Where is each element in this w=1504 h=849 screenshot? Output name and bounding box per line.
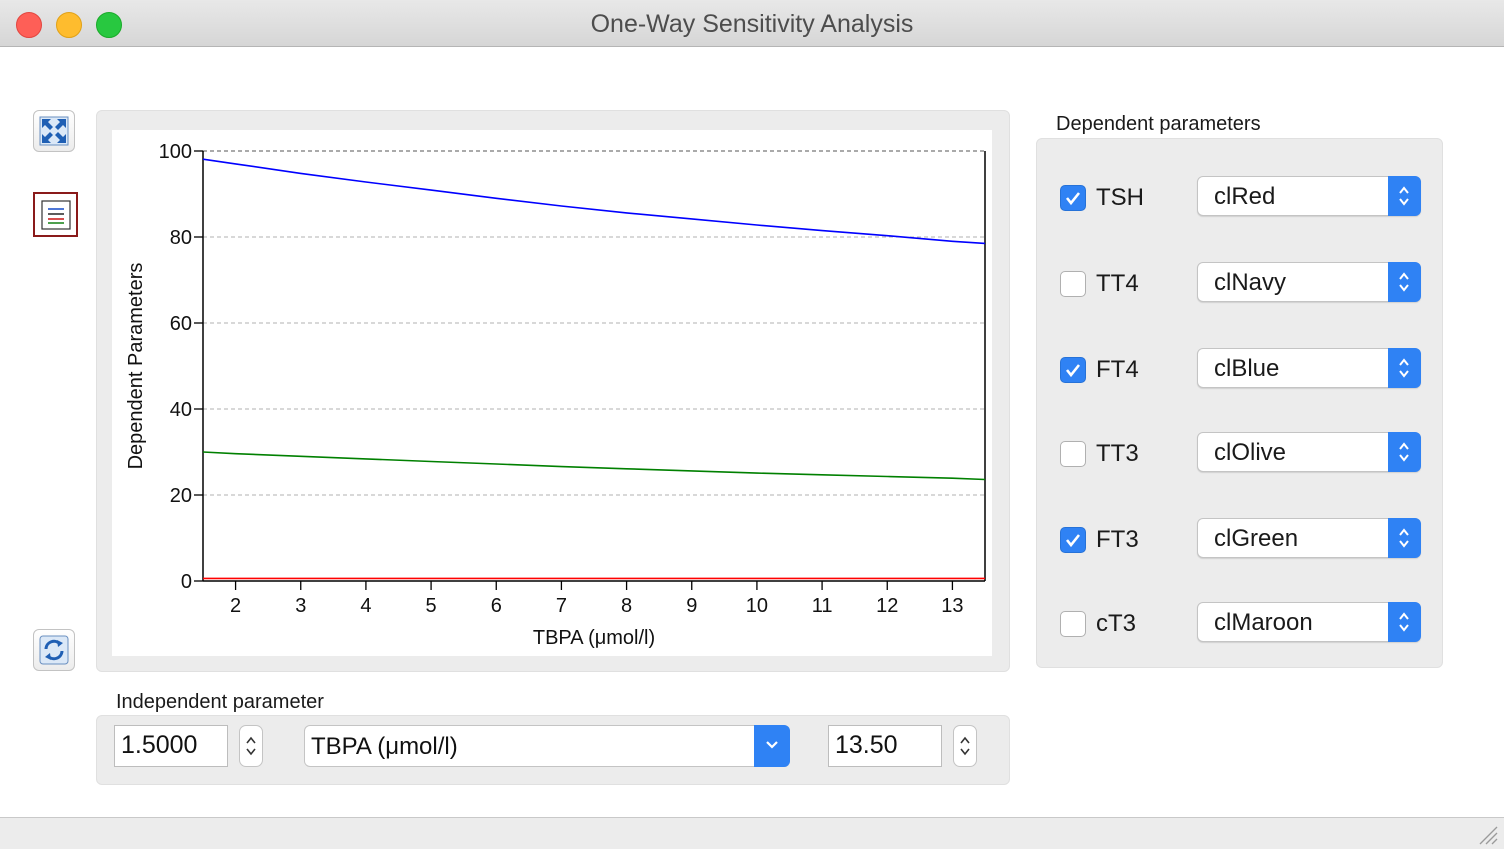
- up-down-chevron-icon: [1399, 528, 1409, 548]
- resize-grip-icon[interactable]: [1476, 823, 1498, 845]
- up-down-chevron-icon: [1399, 358, 1409, 378]
- x-tick-label: 11: [812, 595, 833, 617]
- popup-arrow[interactable]: [1388, 432, 1421, 472]
- checkmark-icon: [1065, 364, 1081, 378]
- up-down-chevron-icon: [1399, 272, 1409, 292]
- stepper-arrows-icon: [960, 736, 970, 756]
- min-value-stepper[interactable]: [239, 725, 263, 767]
- label-tt3: TT3: [1096, 440, 1139, 467]
- color-select-tsh[interactable]: clRed: [1197, 176, 1421, 216]
- checkbox-ft3[interactable]: [1060, 527, 1086, 553]
- label-ct3: cT3: [1096, 610, 1137, 637]
- max-value-stepper[interactable]: [953, 725, 977, 767]
- label-ft3: FT3: [1096, 526, 1139, 553]
- x-tick-label: 13: [941, 595, 963, 617]
- independent-parameter-value: TBPA (μmol/l): [311, 733, 458, 760]
- zoom-button[interactable]: [96, 12, 122, 38]
- label-ft4: FT4: [1096, 356, 1139, 383]
- min-value-field[interactable]: 1.5000: [114, 725, 228, 767]
- color-select-value: clBlue: [1214, 355, 1280, 382]
- y-axis-label: Dependent Parameters: [125, 263, 147, 470]
- color-select-ft4[interactable]: clBlue: [1197, 348, 1421, 388]
- x-tick-label: 6: [491, 595, 502, 617]
- x-tick-label: 12: [876, 595, 898, 617]
- x-tick-label: 10: [746, 595, 768, 617]
- y-tick-label: 20: [170, 485, 192, 507]
- x-tick-label: 4: [360, 595, 371, 617]
- color-select-ct3[interactable]: clMaroon: [1197, 602, 1421, 642]
- x-tick-label: 3: [295, 595, 306, 617]
- color-select-value: clMaroon: [1214, 609, 1313, 636]
- popup-arrow[interactable]: [1388, 262, 1421, 302]
- color-select-value: clOlive: [1214, 439, 1287, 466]
- y-tick-label: 60: [170, 313, 192, 335]
- x-tick-label: 9: [686, 595, 697, 617]
- x-axis-label: TBPA (μmol/l): [533, 627, 655, 649]
- reset-button[interactable]: [33, 629, 75, 671]
- color-select-value: clRed: [1214, 183, 1276, 210]
- close-button[interactable]: [16, 12, 42, 38]
- x-tick-label: 7: [556, 595, 567, 617]
- title-bar: One-Way Sensitivity Analysis: [0, 0, 1504, 47]
- independent-parameter-select[interactable]: TBPA (μmol/l): [304, 725, 790, 767]
- independent-parameter-label: Independent parameter: [116, 691, 324, 713]
- sensitivity-chart: 0 20 40 60 80 100 2 3 4 5 6 7 8 9 10 11 12 13 TBPA (μmol/l…: [125, 141, 986, 649]
- label-tsh: TSH: [1096, 184, 1144, 211]
- x-tick-label: 2: [230, 595, 241, 617]
- max-value-field[interactable]: 13.50: [828, 725, 942, 767]
- up-down-chevron-icon: [1399, 186, 1409, 206]
- combo-arrow[interactable]: [754, 725, 790, 767]
- minimize-button[interactable]: [56, 12, 82, 38]
- color-select-value: clNavy: [1214, 269, 1287, 296]
- checkmark-icon: [1065, 534, 1081, 548]
- y-tick-label: 80: [170, 227, 192, 249]
- checkbox-tt3[interactable]: [1060, 441, 1086, 467]
- popup-arrow[interactable]: [1388, 348, 1421, 388]
- color-select-ft3[interactable]: clGreen: [1197, 518, 1421, 558]
- fullscreen-arrows-icon: [39, 116, 69, 146]
- label-tt4: TT4: [1096, 270, 1139, 297]
- checkbox-tt4[interactable]: [1060, 271, 1086, 297]
- chevron-down-icon: [766, 741, 778, 749]
- up-down-chevron-icon: [1399, 612, 1409, 632]
- popup-arrow[interactable]: [1388, 602, 1421, 642]
- y-tick-label: 100: [159, 141, 192, 163]
- series-line-1: [202, 451, 986, 481]
- dependent-parameters-panel: [1036, 138, 1443, 668]
- checkbox-tsh[interactable]: [1060, 185, 1086, 211]
- popup-arrow[interactable]: [1388, 518, 1421, 558]
- series-line-0: [202, 158, 986, 245]
- dependent-parameters-label: Dependent parameters: [1056, 113, 1261, 135]
- x-tick-label: 8: [621, 595, 632, 617]
- y-tick-label: 0: [181, 571, 192, 593]
- legend-button[interactable]: [33, 192, 78, 237]
- checkbox-ct3[interactable]: [1060, 611, 1086, 637]
- fullscreen-button[interactable]: [33, 110, 75, 152]
- color-select-value: clGreen: [1214, 525, 1299, 552]
- popup-arrow[interactable]: [1388, 176, 1421, 216]
- up-down-chevron-icon: [1399, 442, 1409, 462]
- status-bar: [0, 817, 1504, 849]
- refresh-icon: [39, 635, 69, 665]
- stepper-arrows-icon: [246, 736, 256, 756]
- color-select-tt4[interactable]: clNavy: [1197, 262, 1421, 302]
- y-tick-label: 40: [170, 399, 192, 421]
- chart-area: 0 20 40 60 80 100 2 3 4 5 6 7 8 9 10 11 12 13 TBPA (μmol/l…: [112, 130, 992, 656]
- checkmark-icon: [1065, 192, 1081, 206]
- checkbox-ft4[interactable]: [1060, 357, 1086, 383]
- legend-icon: [41, 200, 71, 230]
- color-select-tt3[interactable]: clOlive: [1197, 432, 1421, 472]
- window-title: One-Way Sensitivity Analysis: [590, 10, 914, 38]
- x-tick-label: 5: [426, 595, 437, 617]
